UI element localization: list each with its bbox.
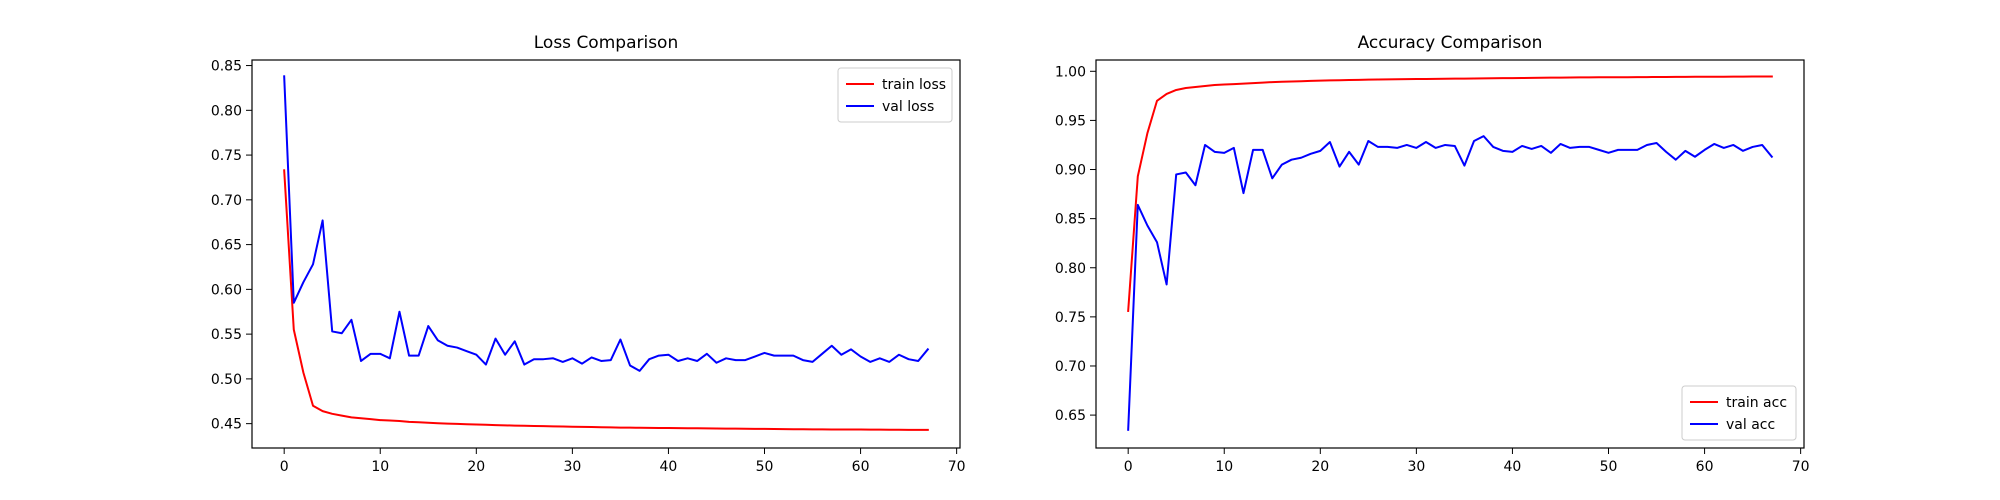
y-tick-label: 0.50 (211, 372, 242, 388)
legend-label: val loss (882, 99, 934, 115)
y-tick-label: 0.75 (1055, 310, 1086, 326)
legend-box (837, 67, 953, 123)
y-tick-label: 0.65 (1055, 408, 1086, 424)
series-line-val-loss (283, 75, 930, 372)
loss-chart: Loss Comparison 0 10 20 30 40 50 60 70 0.45 0.50 0.… (211, 33, 966, 475)
x-tick-label: 30 (563, 459, 581, 475)
y-tick-label: 0.75 (211, 148, 242, 164)
x-tick-label: 30 (1407, 459, 1425, 475)
x-tick-label: 50 (1600, 459, 1618, 475)
y-tick-label: 0.60 (211, 282, 242, 298)
legend-label: train acc (1726, 395, 1787, 411)
x-tick-label: 0 (1124, 459, 1133, 475)
legend-box (1681, 385, 1797, 441)
series-line-train-loss (283, 169, 929, 431)
x-tick-label: 20 (467, 459, 485, 475)
y-tick-label: 0.65 (211, 238, 242, 254)
series-line-train-acc (1127, 75, 1773, 313)
y-tick-label: 1.00 (1055, 64, 1086, 80)
y-tick-label: 0.80 (1055, 261, 1086, 277)
x-tick-label: 60 (1696, 459, 1714, 475)
y-tick-label: 0.45 (211, 417, 242, 433)
y-tick-label: 0.80 (211, 103, 242, 119)
chart-title: Loss Comparison (534, 33, 678, 53)
plot-frame (251, 59, 961, 449)
legend-label: train loss (882, 77, 946, 93)
series-line-val-acc (1127, 135, 1774, 431)
y-tick-label: 0.70 (211, 193, 242, 209)
y-tick-label: 0.85 (211, 59, 242, 75)
x-tick-label: 0 (280, 459, 289, 475)
legend: train loss val loss (837, 67, 953, 123)
x-tick-label: 60 (852, 459, 870, 475)
x-tick-label: 70 (948, 459, 966, 475)
plot-frame (1095, 59, 1805, 449)
x-tick-label: 40 (1504, 459, 1522, 475)
y-tick-label: 0.85 (1055, 212, 1086, 228)
y-tick-label: 0.95 (1055, 113, 1086, 129)
x-tick-label: 10 (1215, 459, 1233, 475)
y-tick-label: 0.70 (1055, 359, 1086, 375)
accuracy-chart: Accuracy Comparison 0 10 20 30 40 50 60 70 0.65 0.… (1055, 33, 1810, 475)
chart-title: Accuracy Comparison (1358, 33, 1543, 53)
legend-label: val acc (1726, 417, 1775, 433)
x-tick-label: 50 (756, 459, 774, 475)
x-tick-label: 70 (1792, 459, 1810, 475)
y-tick-label: 0.90 (1055, 163, 1086, 179)
x-tick-label: 10 (371, 459, 389, 475)
x-tick-label: 20 (1311, 459, 1329, 475)
y-tick-label: 0.55 (211, 327, 242, 343)
legend: train acc val acc (1681, 385, 1797, 441)
x-tick-label: 40 (660, 459, 678, 475)
